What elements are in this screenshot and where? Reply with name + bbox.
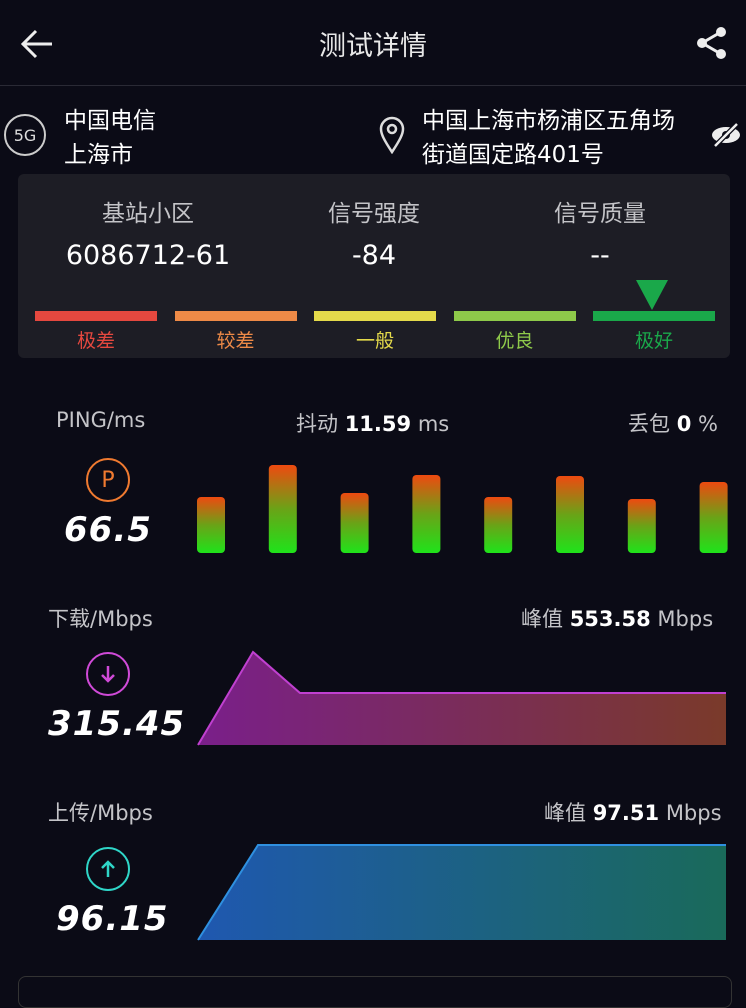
level-label: 极差: [76, 330, 115, 352]
ping-bar: [699, 482, 728, 553]
eye-hidden-icon[interactable]: [710, 122, 742, 148]
ping-bar: [484, 497, 513, 553]
address-line-1: 中国上海市杨浦区五角场: [422, 108, 675, 134]
download-peak: 峰值 553.58 Mbps: [521, 607, 714, 631]
cell-value: 6086712-61: [65, 240, 231, 271]
strength-label: 信号强度: [328, 201, 420, 227]
carrier-info: 中国电信 上海市: [64, 104, 156, 172]
page-title: 测试详情: [319, 31, 427, 62]
ping-bar: [197, 497, 225, 553]
jitter: 抖动 11.59 ms: [296, 412, 450, 436]
level-label: 一般: [355, 330, 394, 352]
upload-value: 96.15: [56, 899, 169, 939]
signal-card: [18, 174, 730, 358]
location-pin-icon: [379, 116, 405, 154]
header-bar: [0, 0, 746, 86]
upload-chart: [197, 844, 726, 941]
upload-area: [198, 845, 726, 940]
download-value: 315.45: [48, 704, 186, 744]
packet-loss: 丢包 0 %: [628, 412, 718, 436]
ping-bar-chart: [197, 465, 728, 553]
cell-label: 基站小区: [102, 201, 194, 227]
ping-icon: P: [86, 458, 130, 502]
arrow-left-icon[interactable]: [20, 26, 56, 62]
level-label: 极好: [634, 330, 673, 352]
quality-value: --: [590, 240, 610, 271]
level-label: 优良: [495, 330, 534, 352]
carrier-city: 上海市: [64, 142, 133, 168]
ping-bar: [627, 499, 656, 553]
level-label: 较差: [216, 330, 255, 352]
level-bar-1: [174, 311, 297, 321]
level-bar-3: [453, 311, 576, 321]
upload-arrow-icon: [86, 847, 130, 891]
ping-bar: [556, 476, 584, 553]
ping-value: 66.5: [64, 510, 152, 550]
download-chart: [197, 650, 726, 746]
address: 中国上海市杨浦区五角场 街道国定路401号: [422, 104, 675, 172]
ping-bar: [268, 465, 297, 553]
upload-label: 上传/Mbps: [48, 801, 153, 825]
ping-label: PING/ms: [56, 408, 146, 432]
strength-value: -84: [351, 240, 397, 271]
5g-badge-icon: 5G: [4, 114, 46, 156]
address-line-2: 街道国定路401号: [422, 142, 604, 168]
ping-bar: [412, 475, 441, 553]
download-label: 下载/Mbps: [48, 607, 153, 631]
download-area: [198, 652, 726, 745]
download-arrow-icon: [86, 652, 130, 696]
carrier-name: 中国电信: [64, 108, 156, 134]
upload-line: [197, 844, 726, 941]
level-bar-4: [593, 311, 715, 321]
level-indicator-icon: [636, 280, 668, 310]
quality-label: 信号质量: [554, 201, 646, 227]
level-bar-0: [35, 311, 157, 321]
level-bar-2: [314, 311, 436, 321]
ping-bar: [340, 493, 369, 553]
share-icon[interactable]: [695, 26, 729, 60]
download-line: [197, 650, 726, 746]
bottom-card: [18, 976, 732, 1008]
upload-peak: 峰值 97.51 Mbps: [544, 801, 722, 825]
